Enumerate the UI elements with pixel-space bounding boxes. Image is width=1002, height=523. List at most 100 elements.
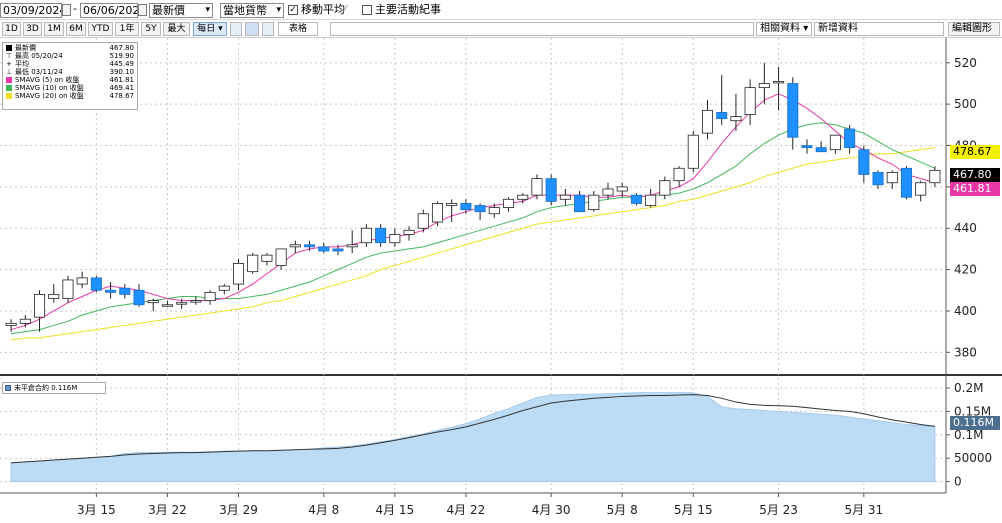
square-icon (6, 93, 12, 99)
candle (460, 199, 472, 214)
candle (744, 79, 756, 125)
candle-body-up (645, 194, 657, 206)
period-1y-button[interactable]: 1年 (115, 22, 139, 36)
oi-tick-label: 0.15M (954, 404, 991, 418)
candle (787, 77, 799, 150)
legend-value: 461.81 (109, 76, 135, 84)
square-icon (6, 77, 12, 83)
oi-tick-label: 0.1M (954, 428, 983, 442)
candle (90, 275, 102, 293)
price-chart[interactable]: 3804004204404604805005200500000.1M0.15M0… (0, 38, 1002, 523)
square-icon (6, 85, 12, 91)
candle (19, 315, 31, 328)
period-ytd-button[interactable]: YTD (88, 22, 113, 36)
candle-body-up (190, 300, 202, 303)
candle-body-up (773, 81, 785, 84)
legend-item-high: ⊤ 最高 05/20/24 519.90 (5, 52, 135, 60)
candle-body-up (744, 87, 756, 115)
candle (645, 188, 657, 208)
chart-type-bar-icon[interactable] (245, 22, 259, 36)
candle (900, 166, 912, 200)
period-6m-button[interactable]: 6M (66, 22, 86, 36)
events-checkbox[interactable] (362, 5, 372, 15)
chart-type-line-icon[interactable] (262, 22, 274, 36)
sma20-price-label: 478.67 (950, 145, 1000, 159)
candle (915, 180, 927, 202)
candle-body-up (758, 83, 770, 89)
candle (815, 141, 827, 153)
candle-body-up (5, 322, 17, 326)
open-interest-value-label: 0.116M (950, 416, 1000, 430)
candle-body-down (630, 194, 642, 204)
candle-body-up (76, 277, 88, 285)
candle-body-up (218, 285, 230, 291)
period-1d-button[interactable]: 1D (2, 22, 21, 36)
edit-chart-button[interactable]: 編輯圖形 (948, 22, 1000, 36)
period-max-button[interactable]: 最大 (163, 22, 190, 36)
price-type-select[interactable]: 最新價 ▾ (149, 3, 213, 18)
time-tick-label: 4月 22 (447, 503, 486, 517)
candle-body-down (900, 167, 912, 198)
end-date-input[interactable]: 06/06/2024 (80, 3, 138, 18)
moving-average-checkbox[interactable]: ✓ (288, 5, 298, 15)
chevron-down-icon: ▾ (803, 23, 809, 34)
candle-body-up (701, 109, 714, 134)
legend-item-sma10: SMAVG (10) on 收盤 469.41 (5, 84, 135, 92)
frequency-select[interactable]: 每日 ▾ (193, 22, 227, 36)
candle (133, 284, 145, 307)
candle (318, 242, 330, 254)
candle (261, 253, 273, 266)
time-tick-label: 4月 8 (308, 503, 339, 517)
add-data-input[interactable]: 新增資料 (814, 22, 944, 36)
candle (673, 166, 685, 187)
candle-body-up (261, 254, 273, 262)
candle (517, 193, 529, 204)
candle-body-up (446, 203, 458, 206)
chart-area[interactable]: 3804004204404604805005200500000.1M0.15M0… (0, 38, 1002, 523)
start-date-calendar-icon[interactable] (62, 4, 71, 16)
end-date-calendar-icon[interactable] (138, 4, 147, 16)
candle (5, 319, 17, 332)
legend-value: 390.10 (109, 68, 135, 76)
candle-body-up (176, 302, 188, 305)
open-interest-line (11, 394, 935, 464)
period-3d-button[interactable]: 3D (23, 22, 42, 36)
chart-type-candle-icon[interactable] (230, 22, 242, 36)
currency-select[interactable]: 當地貨幣 ▾ (220, 3, 284, 18)
candle (247, 253, 259, 274)
candle (204, 290, 216, 305)
legend-name: 最低 03/11/24 (15, 68, 63, 76)
start-date-input[interactable]: 03/09/2024 (0, 3, 62, 18)
toolbar-row: 03/09/2024 - 06/06/2024 最新價 ▾ 當地貨幣 ▾ ✓ 移動平… (0, 0, 1002, 20)
oi-tick-label: 0.2M (954, 381, 983, 395)
legend-value: 467.80 (109, 44, 135, 52)
candle (531, 174, 543, 200)
candle (687, 131, 699, 173)
candle-body-down (318, 246, 330, 252)
legend-name: SMAVG (20) on 收盤 (15, 92, 84, 100)
related-data-select[interactable]: 相關資料 ▾ (756, 22, 812, 36)
period-1m-button[interactable]: 1M (44, 22, 64, 36)
legend-name: 最高 05/20/24 (15, 52, 63, 60)
price-tick-label: 420 (954, 263, 977, 277)
candle (34, 290, 46, 332)
currency-value: 當地貨幣 (223, 4, 267, 17)
price-legend: 最新價 467.80 ⊤ 最高 05/20/24 519.90 + 平均 445.49 ⊥… (2, 42, 138, 110)
sma10-line (11, 122, 936, 335)
candle (190, 296, 202, 305)
candle (659, 176, 671, 200)
candle-body-up (62, 279, 74, 299)
candle-body-up (289, 244, 301, 248)
edit-chart-label: 編輯圖形 (952, 23, 992, 34)
candle-body-up (488, 207, 500, 215)
candle (701, 100, 714, 140)
moving-average-edit-icon[interactable]: ⁄ (344, 3, 346, 16)
candle-body-up (417, 213, 429, 229)
table-button[interactable]: 表格 (278, 22, 318, 36)
period-5y-button[interactable]: 5Y (141, 22, 161, 36)
legend-value: 445.49 (109, 60, 135, 68)
candle (503, 197, 515, 212)
sma5-price-label: 461.81 (950, 182, 1000, 196)
candle (588, 191, 600, 212)
candle (446, 199, 458, 223)
